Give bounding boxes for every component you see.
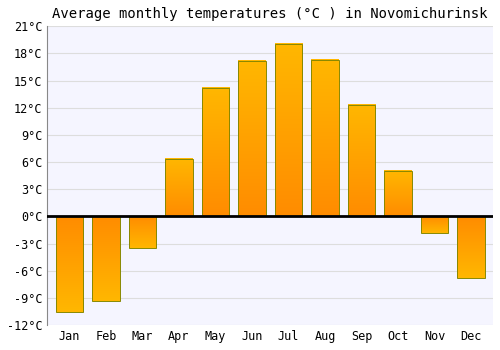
Bar: [348, 105, 376, 217]
Bar: [92, 217, 120, 301]
Bar: [312, 60, 338, 217]
Bar: [384, 171, 412, 217]
Bar: [238, 61, 266, 217]
Bar: [275, 44, 302, 217]
Bar: [56, 217, 83, 312]
Bar: [165, 160, 192, 217]
Bar: [458, 217, 485, 278]
Bar: [128, 217, 156, 248]
Title: Average monthly temperatures (°C ) in Novomichurinsk: Average monthly temperatures (°C ) in No…: [52, 7, 488, 21]
Bar: [202, 88, 229, 217]
Bar: [421, 217, 448, 233]
